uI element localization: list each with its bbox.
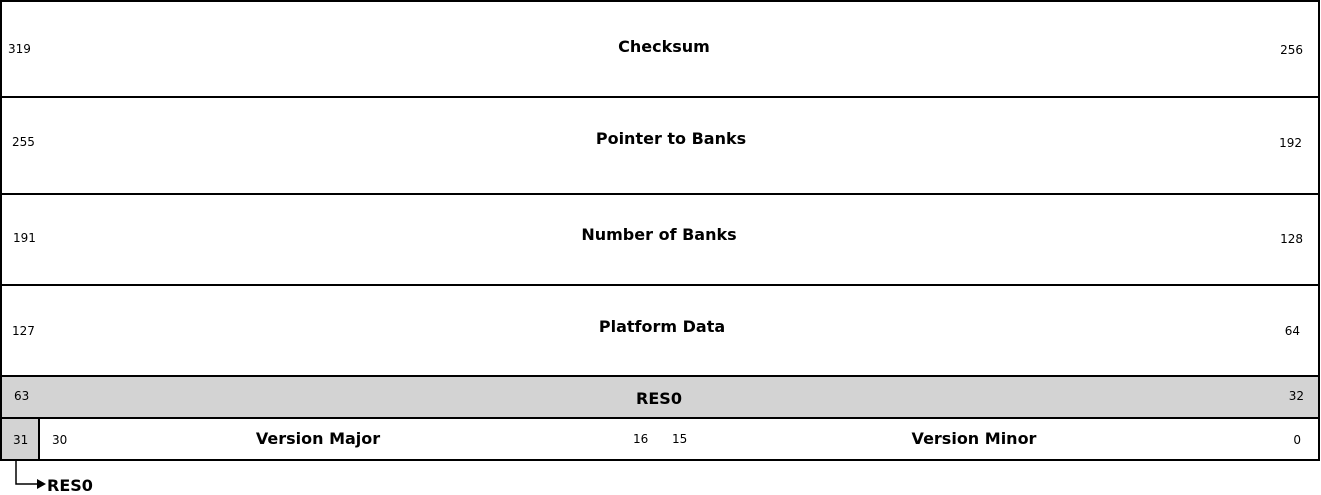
field-name-res0: RES0 — [636, 389, 682, 408]
field-name-number-of-banks: Number of Banks — [581, 225, 737, 244]
bit-msb-version-major: 30 — [52, 433, 68, 447]
field-reserved-bit-31 — [0, 417, 40, 461]
bit-lsb-version-major: 16 — [633, 432, 649, 446]
callout-label-res0: RES0 — [47, 476, 93, 495]
field-name-version-major: Version Major — [255, 429, 381, 448]
bit-msb-number-of-banks: 191 — [13, 231, 36, 245]
field-checksum — [0, 0, 1320, 98]
field-name-version-minor: Version Minor — [911, 429, 1037, 448]
bit-msb-platform-data: 127 — [12, 324, 35, 338]
bit-msb-pointer-to-banks: 255 — [12, 135, 35, 149]
field-name-platform-data: Platform Data — [598, 317, 726, 336]
field-version — [0, 417, 1320, 461]
field-name-pointer-to-banks: Pointer to Banks — [595, 129, 747, 148]
field-pointer-to-banks — [0, 96, 1320, 195]
bit-msb-res0: 63 — [14, 389, 30, 403]
bit-msb-checksum: 319 — [8, 42, 31, 56]
bit-lsb-number-of-banks: 128 — [1280, 232, 1303, 246]
bit-lsb-version-minor: 0 — [1293, 433, 1301, 447]
bit-msb-version-minor: 15 — [672, 432, 688, 446]
bit-lsb-pointer-to-banks: 192 — [1279, 136, 1302, 150]
bit-reserved-31: 31 — [13, 433, 29, 447]
field-name-checksum: Checksum — [618, 37, 710, 56]
field-number-of-banks — [0, 193, 1320, 287]
field-platform-data — [0, 284, 1320, 378]
bit-lsb-res0: 32 — [1288, 389, 1304, 403]
bit-lsb-platform-data: 64 — [1284, 324, 1300, 338]
bit-lsb-checksum: 256 — [1280, 43, 1303, 57]
